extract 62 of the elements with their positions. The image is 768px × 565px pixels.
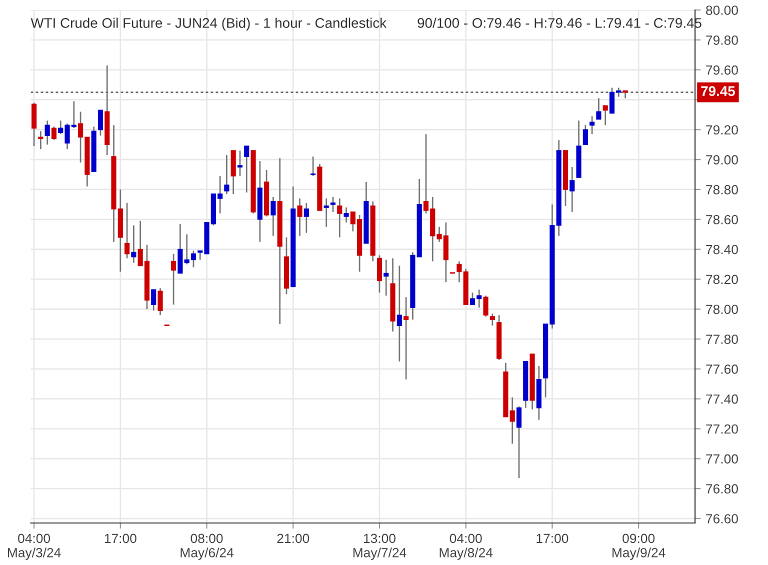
x-tick-label: 04:00 May/3/24: [8, 534, 61, 560]
y-tick-label: 79.60: [706, 65, 738, 75]
x-tick-label: 17:00: [536, 534, 568, 544]
candlestick: [344, 206, 349, 224]
candlestick: [337, 198, 342, 238]
y-tick-label: 78.40: [706, 244, 738, 254]
candlestick: [330, 196, 336, 213]
candlestick: [270, 196, 276, 237]
candlestick: [158, 287, 163, 316]
candlestick: [602, 105, 608, 126]
candlestick: [237, 150, 243, 177]
x-tick-label: 21:00: [277, 534, 310, 544]
candlestick: [51, 126, 57, 141]
candlestick: [376, 254, 382, 294]
candlestick: [310, 156, 316, 177]
x-tick-label: 04:00 May/8/24: [440, 534, 493, 560]
y-tick-label: 77.40: [706, 394, 738, 404]
candlestick: [582, 124, 588, 146]
candlestick: [384, 259, 389, 296]
ref-line-label: 79.45: [701, 86, 735, 96]
candlestick: [404, 296, 409, 380]
candlestick: [131, 224, 136, 264]
candlestick: [178, 223, 183, 274]
candlestick: [38, 130, 44, 150]
y-tick-label: 79.80: [706, 35, 738, 45]
y-tick-label: 77.80: [706, 334, 738, 344]
candlestick: [151, 288, 156, 312]
y-tick-label: 78.80: [706, 185, 738, 194]
text: WTI Crude Oil Future - JUN24 (Bid) - 1 hour - Candlestick: [30, 18, 387, 31]
y-tick-label: 78.20: [706, 274, 738, 284]
candlestick: [516, 406, 522, 479]
candlestick: [456, 260, 462, 283]
y-tick-label: 77.00: [706, 454, 738, 464]
candlestick: [570, 166, 575, 213]
candlestick: [324, 198, 329, 228]
candlestick: [490, 312, 495, 326]
candlestick: [124, 202, 130, 259]
candlestick: [31, 102, 37, 147]
candlestick: [596, 98, 602, 120]
candlestick: [304, 202, 309, 234]
candlestick: [297, 198, 302, 237]
candlestick: [44, 120, 50, 146]
candlestick: [396, 265, 402, 362]
y-tick-label: 78.60: [706, 214, 738, 224]
candlestick: [590, 115, 595, 135]
candlestick: [224, 154, 230, 195]
x-tick-label: 08:00 May/6/24: [180, 534, 234, 560]
candlestick: [483, 294, 488, 318]
x-tick-label: 13:00 May/7/24: [353, 534, 406, 560]
y-tick-label: 76.80: [706, 484, 738, 494]
y-tick-label: 76.60: [706, 514, 738, 524]
y-tick-label: 79.20: [706, 125, 738, 135]
candlestick: [244, 145, 250, 194]
y-tick-label: 78.00: [706, 304, 738, 314]
candlestick: [98, 110, 104, 136]
y-tick-label: 80.00: [706, 6, 738, 15]
candlestick: [171, 253, 176, 306]
y-tick-label: 79.00: [706, 155, 738, 164]
y-tick-label: 77.60: [706, 364, 738, 374]
x-tick-label: 17:00: [104, 534, 136, 544]
x-tick-label: 09:00 May/9/24: [612, 534, 666, 560]
y-tick-label: 77.20: [706, 424, 738, 434]
